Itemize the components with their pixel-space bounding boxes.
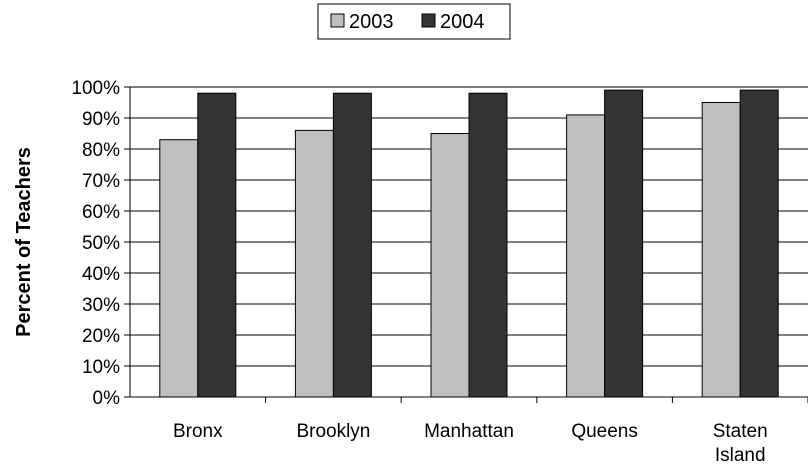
y-tick-label: 10% — [82, 357, 120, 378]
bar-2003 — [566, 114, 606, 398]
legend-swatch-2003 — [330, 13, 345, 28]
bar-2004 — [604, 89, 644, 398]
bar-2004 — [332, 92, 372, 398]
x-category-label: Island — [715, 445, 766, 466]
x-category-label: Staten — [713, 421, 768, 442]
bar-2004 — [739, 89, 779, 398]
y-tick-label: 40% — [82, 264, 120, 285]
y-tick-label: 70% — [82, 171, 120, 192]
bar-2003 — [294, 129, 334, 398]
bar-2004 — [197, 92, 237, 398]
x-category-label: Manhattan — [424, 421, 514, 442]
y-axis-label: Percent of Teachers — [13, 147, 35, 337]
x-category-label: Bronx — [173, 421, 223, 442]
y-tick-label: 50% — [82, 233, 120, 254]
bar-2003 — [701, 102, 741, 398]
legend-box — [317, 3, 511, 40]
y-tick-label: 60% — [82, 202, 120, 223]
x-category-label: Brooklyn — [296, 421, 370, 442]
legend-label: 2004 — [440, 11, 485, 33]
y-tick-label: 100% — [71, 78, 120, 99]
y-tick-label: 0% — [93, 388, 121, 409]
legend-label: 2003 — [349, 11, 394, 33]
y-tick-label: 80% — [82, 140, 120, 161]
y-tick-label: 30% — [82, 295, 120, 316]
bar-2003 — [430, 133, 470, 398]
y-tick-label: 90% — [82, 109, 120, 130]
legend: 2003 2004 — [317, 3, 511, 40]
bar-2004 — [468, 92, 508, 398]
bar-2003 — [159, 139, 199, 398]
x-category-label: Queens — [571, 421, 638, 442]
y-tick-label: 20% — [82, 326, 120, 347]
legend-swatch-2004 — [421, 13, 436, 28]
